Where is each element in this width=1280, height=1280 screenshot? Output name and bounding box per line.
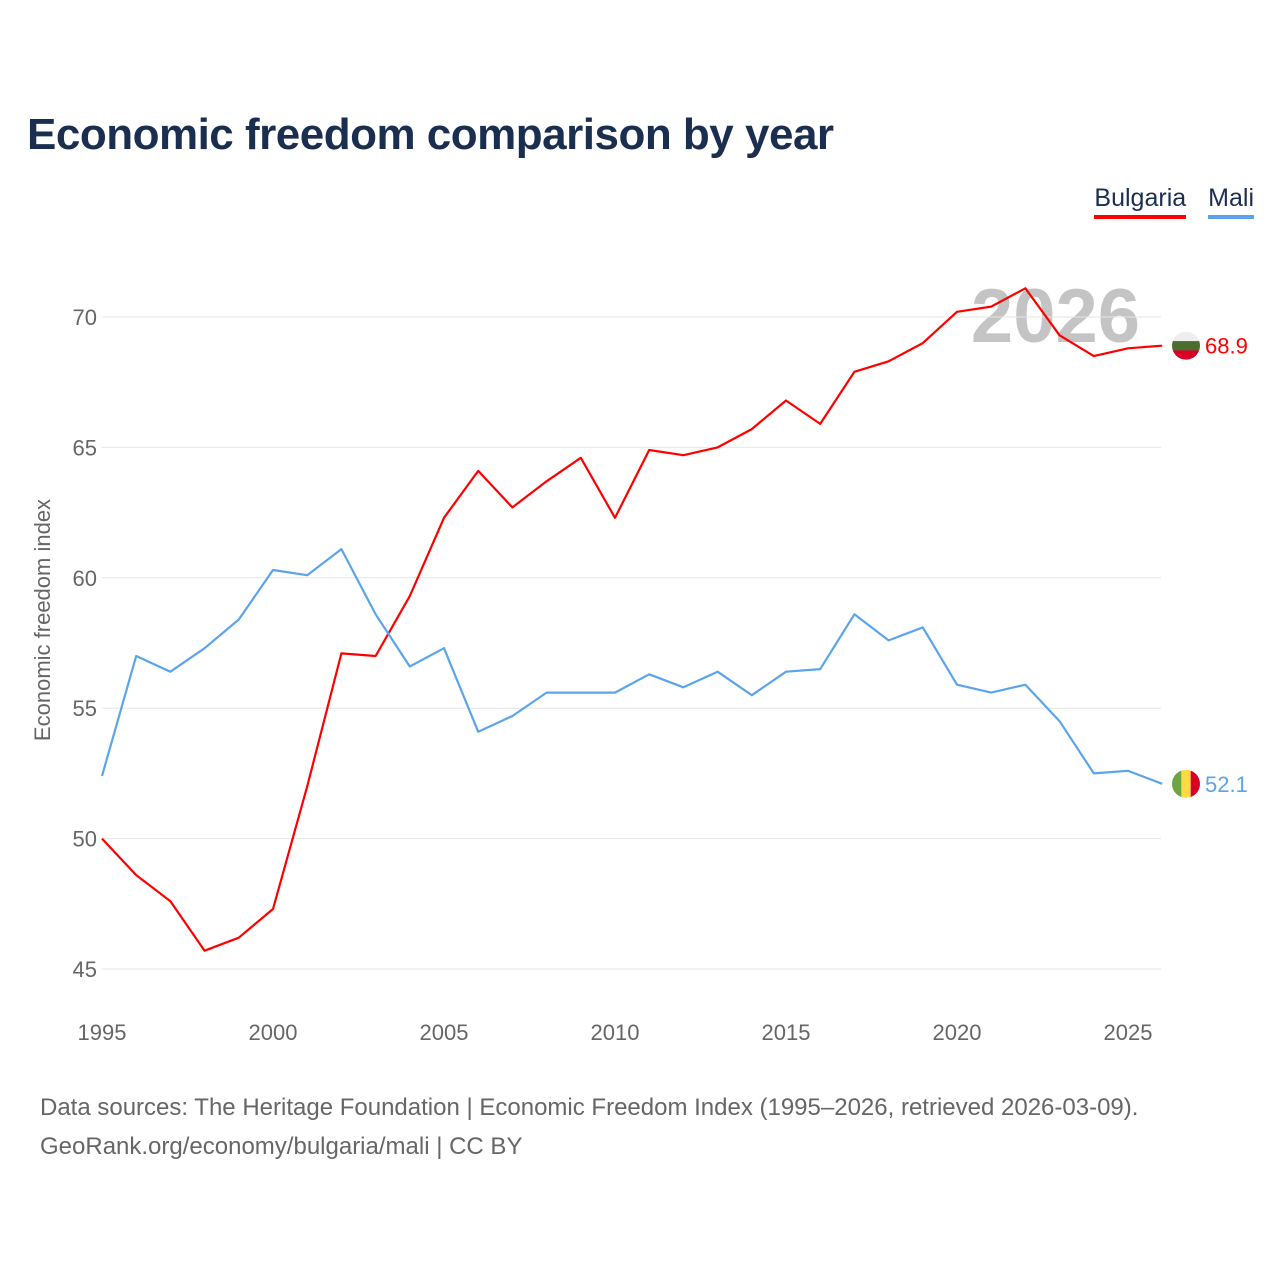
y-tick-label: 70	[73, 305, 97, 330]
y-tick-label: 55	[73, 696, 97, 721]
flag-stripe	[1172, 331, 1200, 342]
y-tick-label: 50	[73, 827, 97, 852]
chart-title: Economic freedom comparison by year	[27, 110, 834, 159]
flag-mali-icon	[1172, 769, 1200, 798]
x-tick-label: 2000	[249, 1020, 298, 1045]
flag-stripe	[1172, 769, 1182, 798]
x-tick-label: 2020	[933, 1020, 982, 1045]
y-tick-label: 65	[73, 435, 97, 460]
source-line-2[interactable]: GeoRank.org/economy/bulgaria/mali | CC B…	[40, 1133, 523, 1160]
flag-stripe	[1181, 769, 1191, 798]
series-line-bulgaria	[101, 287, 1163, 952]
y-axis-label: Economic freedom index	[30, 499, 55, 741]
x-tick-label: 1995	[78, 1020, 127, 1045]
end-label-bulgaria: 68.9	[1205, 334, 1248, 359]
y-tick-label: 60	[73, 566, 97, 591]
flag-stripe	[1172, 341, 1200, 351]
legend-item-bulgaria[interactable]: Bulgaria	[1094, 184, 1187, 219]
legend-item-mali[interactable]: Mali	[1208, 184, 1254, 219]
series-line-mali	[100, 547, 1163, 785]
x-tick-label: 2015	[762, 1020, 811, 1045]
x-tick-label: 2025	[1104, 1020, 1153, 1045]
flag-stripe	[1190, 769, 1200, 798]
flag-bulgaria-icon	[1172, 331, 1200, 360]
source-note: Data sources: The Heritage Foundation | …	[40, 1088, 1138, 1166]
flag-stripe	[1172, 350, 1200, 360]
x-tick-label: 2005	[420, 1020, 469, 1045]
end-label-mali: 52.1	[1205, 772, 1248, 797]
legend: Bulgaria Mali	[1094, 184, 1254, 219]
y-tick-label: 45	[73, 957, 97, 982]
source-line-1: Data sources: The Heritage Foundation | …	[40, 1094, 1139, 1121]
x-tick-label: 2010	[591, 1020, 640, 1045]
